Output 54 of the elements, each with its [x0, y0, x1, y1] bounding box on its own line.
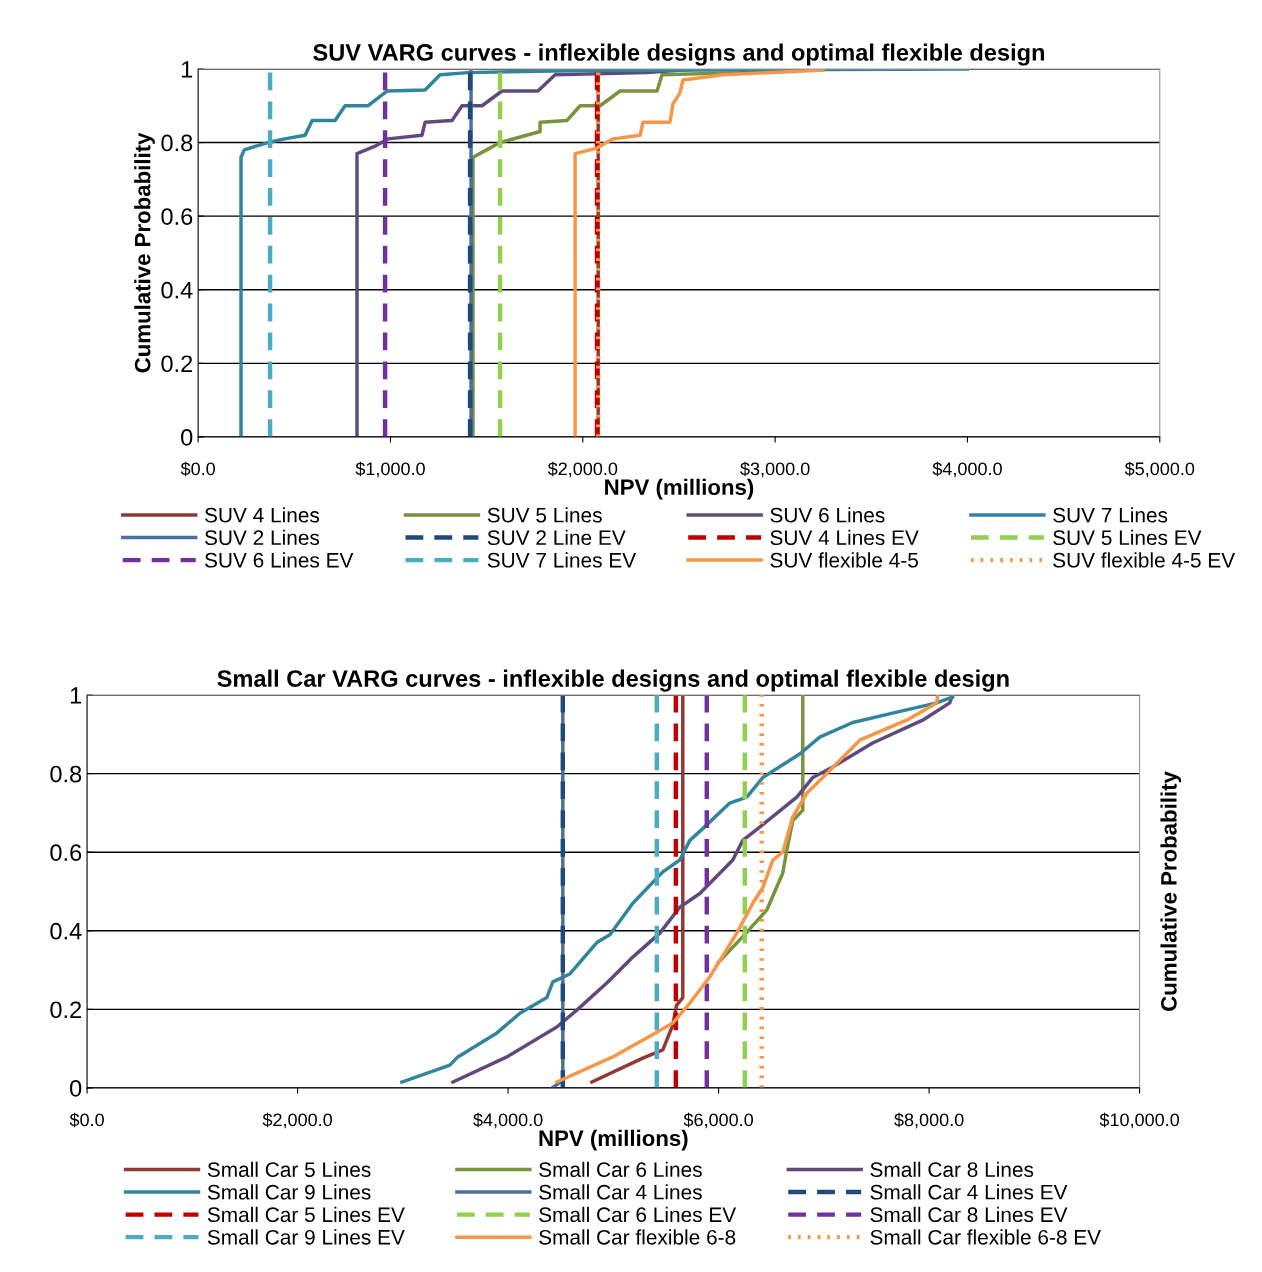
x-tick-label: $6,000.0: [683, 1112, 754, 1129]
legend-label: Small Car 5 Lines: [207, 1161, 371, 1177]
y-tick-label: 0.8: [50, 765, 82, 783]
y-tick-label: 0.8: [161, 134, 193, 152]
x-tick-label: $4,000.0: [473, 1112, 543, 1129]
y-tick-label: 0.2: [161, 355, 193, 373]
x-tick-label: $5,000.0: [1124, 461, 1195, 478]
legend-label: SUV flexible 4-5 EV: [1053, 552, 1236, 568]
y-tick-label: 0: [181, 429, 193, 446]
legend-label: SUV 2 Lines: [204, 529, 320, 546]
legend-label: Small Car 6 Lines: [539, 1161, 702, 1177]
x-tick-label: $2,000.0: [262, 1112, 333, 1129]
y-tick-label: 0.4: [50, 922, 82, 940]
legend-label: Small Car 5 Lines EV: [207, 1206, 405, 1223]
legend-label: SUV 6 Lines: [770, 507, 885, 523]
x-axis-title: NPV (millions): [539, 1129, 688, 1151]
legend-label: Small Car 9 Lines: [207, 1184, 371, 1200]
legend-label: SUV 7 Lines: [1053, 507, 1168, 523]
legend-label: Small Car 8 Lines EV: [870, 1206, 1068, 1223]
y-tick-label: 0: [70, 1080, 82, 1097]
legend-label: Small Car flexible 6-8 EV: [870, 1229, 1101, 1245]
x-tick-label: $1,000.0: [355, 461, 425, 478]
legend-label: SUV 2 Line EV: [487, 529, 626, 546]
legend-label: Small Car 4 Lines: [539, 1184, 702, 1200]
x-tick-label: $3,000.0: [740, 461, 810, 478]
legend-label: SUV 7 Lines EV: [487, 552, 637, 568]
x-tick-label: $8,000.0: [894, 1112, 964, 1129]
x-axis-title: NPV (millions): [605, 478, 754, 500]
legend-label: SUV 6 Lines EV: [204, 552, 354, 568]
chart-title: SUV VARG curves - inflexible designs and optimal flexible design: [313, 43, 1045, 66]
legend-label: Small Car 6 Lines EV: [539, 1206, 737, 1223]
x-tick-label: $0.0: [69, 1112, 104, 1128]
x-tick-label: $0.0: [180, 461, 215, 477]
legend-label: SUV 4 Lines EV: [770, 529, 919, 546]
legend-label: SUV 4 Lines: [204, 507, 320, 523]
y-tick-label: 0.6: [161, 208, 193, 225]
legend-label: SUV 5 Lines: [487, 507, 602, 523]
legend-label: Small Car 8 Lines: [870, 1161, 1034, 1177]
y-tick-label: 0.6: [50, 844, 82, 861]
x-tick-label: $4,000.0: [932, 461, 1002, 478]
y-tick-label: 1: [181, 61, 193, 78]
y-tick-label: 0.2: [50, 1001, 82, 1019]
x-tick-label: $2,000.0: [547, 461, 618, 478]
y-axis-title: Cumulative Probability: [1160, 771, 1182, 1011]
chart-title: Small Car VARG curves - inflexible designs and optimal flexible design: [217, 669, 1009, 692]
legend-label: SUV flexible 4-5: [770, 552, 918, 568]
legend-label: SUV 5 Lines EV: [1053, 529, 1202, 546]
x-tick-label: $10,000.0: [1099, 1112, 1180, 1129]
legend-label: Small Car flexible 6-8: [539, 1229, 736, 1245]
y-tick-label: 1: [70, 687, 82, 704]
legend-label: Small Car 9 Lines EV: [207, 1229, 405, 1245]
y-axis-title: Cumulative Probability: [134, 132, 155, 373]
legend-label: Small Car 4 Lines EV: [870, 1184, 1068, 1200]
y-tick-label: 0.4: [161, 281, 193, 299]
